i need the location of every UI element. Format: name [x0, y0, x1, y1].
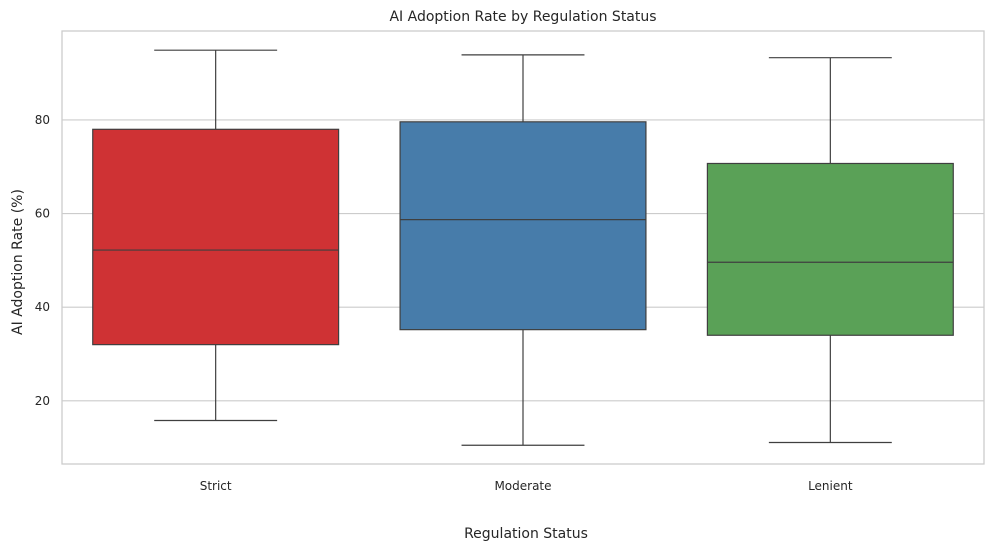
y-tick-label: 80 — [35, 113, 50, 127]
x-axis-label: Regulation Status — [464, 526, 588, 542]
box-moderate — [399, 54, 647, 446]
iqr-box — [706, 162, 954, 336]
box-strict — [92, 49, 340, 422]
boxes — [92, 49, 954, 446]
y-axis-label: AI Adoption Rate (%) — [10, 189, 26, 335]
iqr-box — [399, 121, 647, 331]
chart-title: AI Adoption Rate by Regulation Status — [389, 9, 656, 25]
y-tick-label: 20 — [35, 394, 50, 408]
y-tick-labels: 20 40 60 80 — [35, 113, 50, 408]
box-lenient — [706, 57, 954, 444]
x-tick-label: Strict — [200, 479, 232, 493]
y-tick-label: 60 — [35, 207, 50, 221]
x-tick-label: Moderate — [494, 479, 551, 493]
iqr-box — [92, 128, 340, 346]
plot-frame — [61, 30, 985, 465]
x-tick-label: Lenient — [808, 479, 853, 493]
x-tick-labels: Strict Moderate Lenient — [200, 479, 853, 493]
y-tick-label: 40 — [35, 300, 50, 314]
